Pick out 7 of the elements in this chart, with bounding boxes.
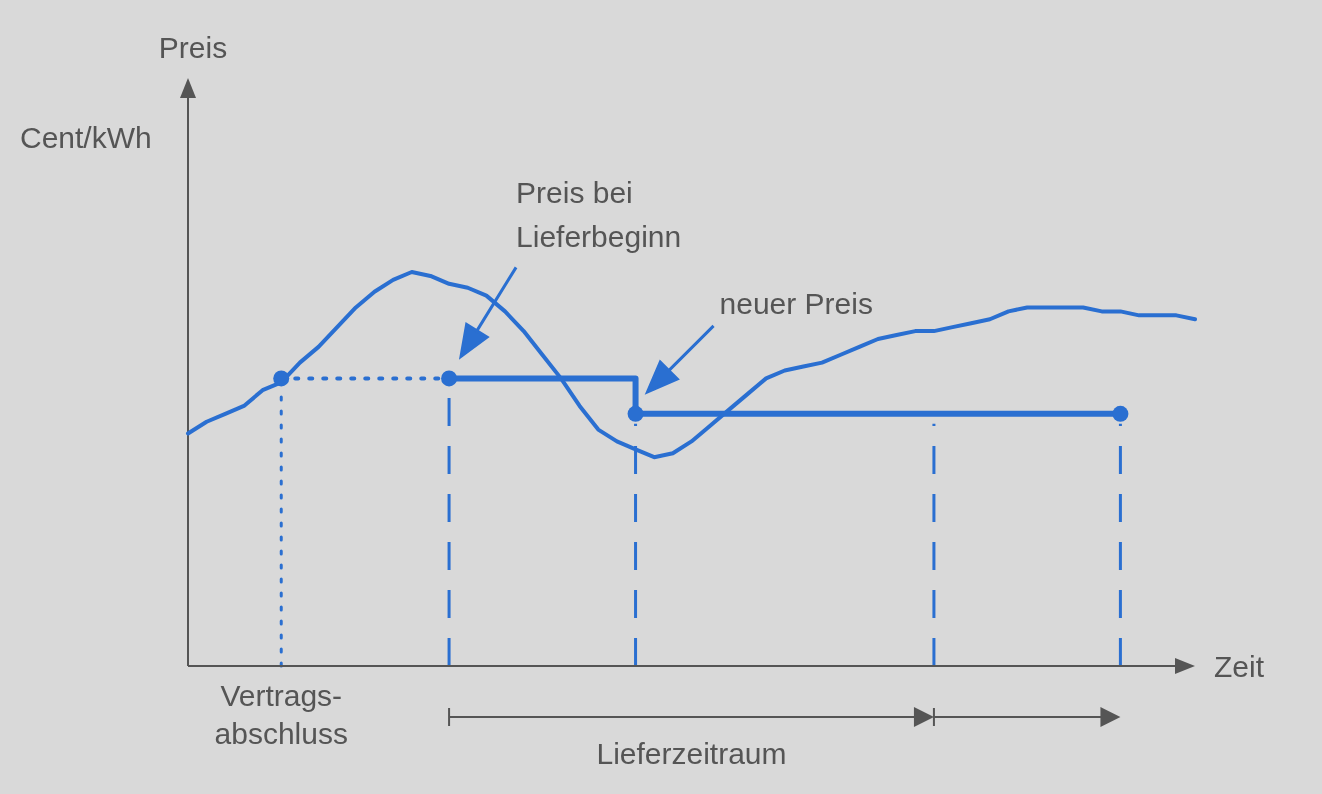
- text: Vertrags-abschluss: [214, 679, 348, 750]
- annotation: neuer Preis: [719, 286, 873, 320]
- x-axis-title: Zeit: [1214, 650, 1265, 683]
- text: Preis bei Lieferbeginn: [516, 176, 682, 254]
- text: Lieferzeitraum: [596, 737, 787, 770]
- text: Cent/kWh: [20, 121, 152, 154]
- text: Preis: [158, 31, 228, 64]
